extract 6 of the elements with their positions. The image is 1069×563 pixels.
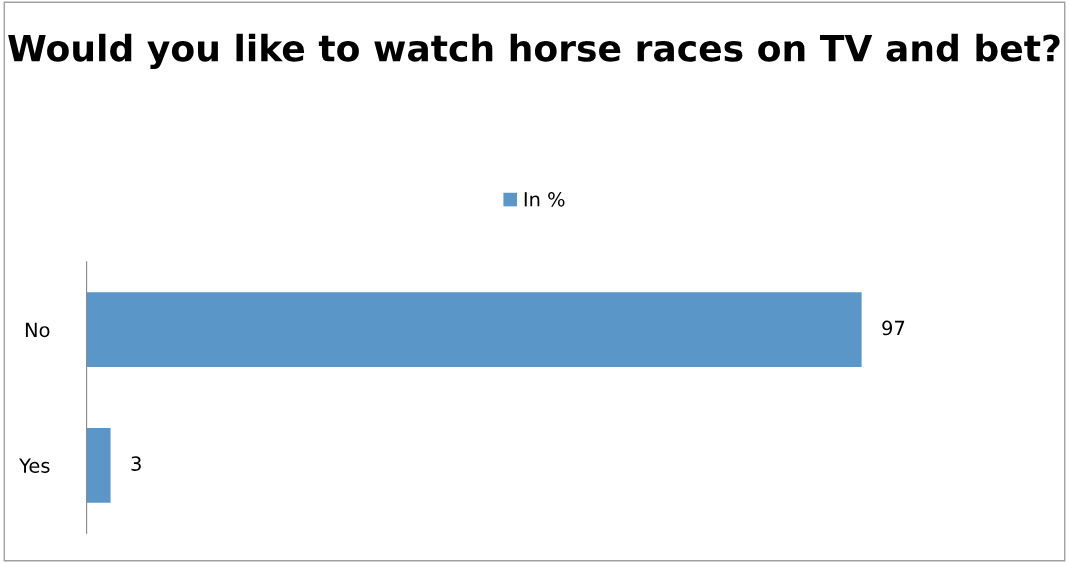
data-label: 3 xyxy=(131,456,141,471)
chart-title: Would you like to watch horse races on TV and bet? xyxy=(8,33,1060,70)
legend-label: In % xyxy=(524,191,565,207)
data-label: 97 xyxy=(882,320,905,336)
y-tick-label: No xyxy=(25,322,50,338)
y-tick-label: Yes xyxy=(19,458,50,473)
